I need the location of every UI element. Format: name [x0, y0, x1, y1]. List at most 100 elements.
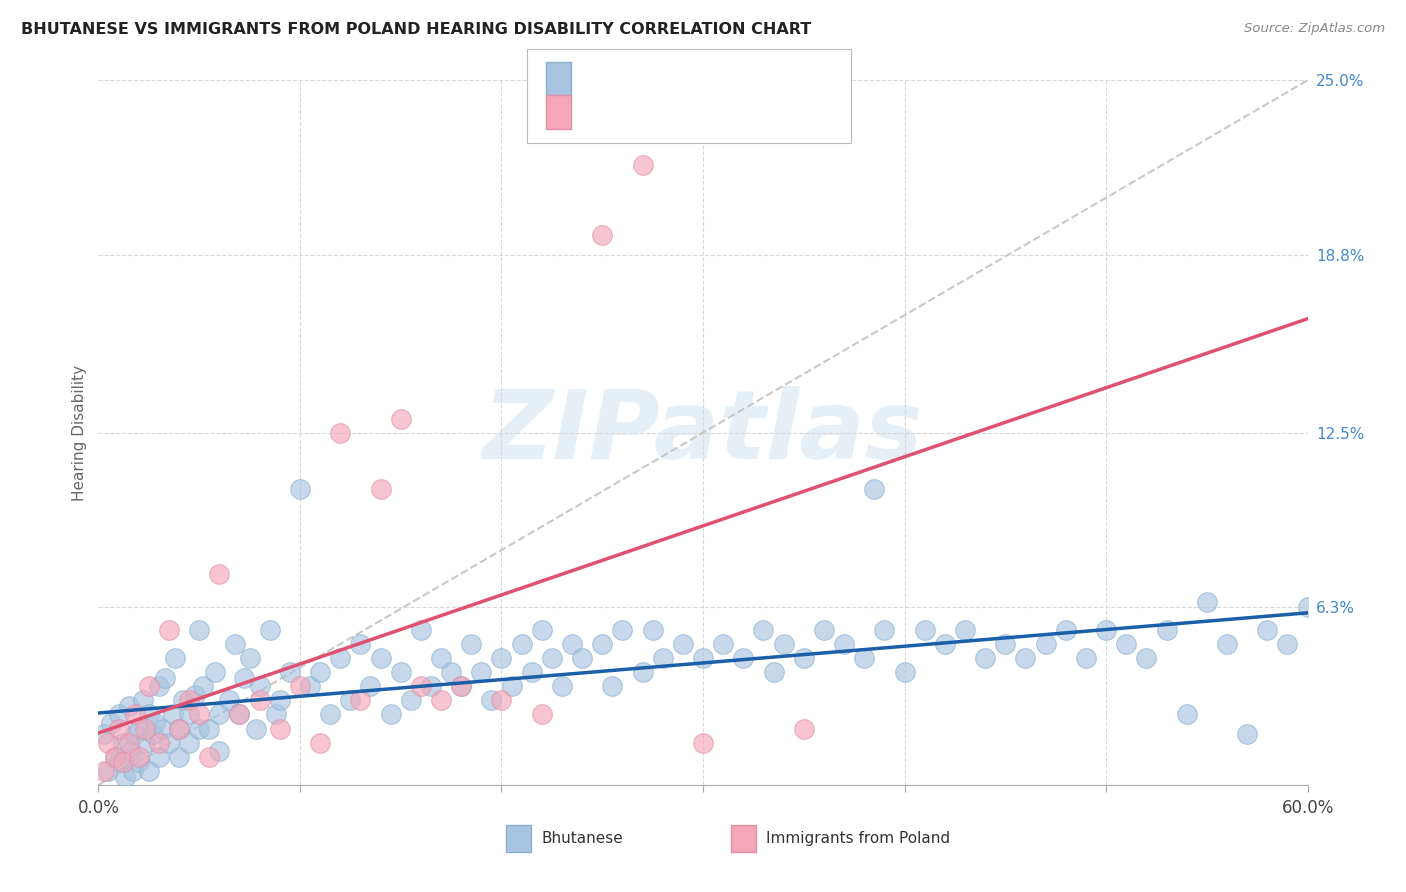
Point: [120, 744, 142, 758]
Point: [692, 736, 714, 750]
Text: Bhutanese: Bhutanese: [541, 831, 623, 846]
Point: [1236, 727, 1258, 741]
Point: [873, 623, 896, 637]
Point: [148, 679, 170, 693]
Point: [132, 693, 155, 707]
Point: [269, 693, 291, 707]
Text: Source: ZipAtlas.com: Source: ZipAtlas.com: [1244, 22, 1385, 36]
Point: [1035, 637, 1057, 651]
Point: [510, 637, 533, 651]
Text: N =: N =: [672, 71, 706, 86]
Point: [111, 756, 134, 770]
Text: 0.313: 0.313: [623, 71, 671, 86]
Point: [1175, 707, 1198, 722]
Point: [551, 679, 574, 693]
Point: [460, 637, 482, 651]
Point: [224, 637, 246, 651]
Point: [288, 679, 311, 693]
Point: [360, 679, 382, 693]
Point: [349, 637, 371, 651]
Text: R =: R =: [581, 105, 614, 120]
Point: [128, 749, 150, 764]
Point: [832, 637, 855, 651]
Point: [420, 679, 443, 693]
Point: [128, 722, 150, 736]
Point: [124, 707, 146, 722]
Point: [138, 707, 160, 722]
Point: [602, 679, 624, 693]
Point: [167, 722, 190, 736]
Point: [349, 693, 371, 707]
Point: [672, 637, 695, 651]
Point: [269, 722, 291, 736]
Point: [994, 637, 1017, 651]
Point: [179, 736, 201, 750]
Point: [339, 693, 361, 707]
Point: [111, 736, 134, 750]
Point: [163, 651, 186, 665]
Point: [264, 707, 287, 722]
Point: [118, 736, 141, 750]
Point: [1074, 651, 1097, 665]
Point: [1277, 637, 1299, 651]
Point: [249, 679, 271, 693]
Point: [631, 158, 654, 172]
Point: [450, 679, 472, 693]
Point: [204, 665, 226, 680]
Point: [107, 722, 129, 736]
Point: [97, 764, 120, 778]
Point: [208, 707, 231, 722]
Point: [772, 637, 794, 651]
Point: [571, 651, 593, 665]
Text: Immigrants from Poland: Immigrants from Poland: [766, 831, 950, 846]
Point: [128, 756, 150, 770]
Point: [651, 651, 673, 665]
Point: [1095, 623, 1118, 637]
Point: [853, 651, 876, 665]
Point: [752, 623, 775, 637]
Point: [193, 679, 215, 693]
Point: [389, 411, 412, 425]
Text: BHUTANESE VS IMMIGRANTS FROM POLAND HEARING DISABILITY CORRELATION CHART: BHUTANESE VS IMMIGRANTS FROM POLAND HEAR…: [21, 22, 811, 37]
Point: [793, 651, 815, 665]
Point: [591, 637, 613, 651]
Point: [188, 623, 211, 637]
Point: [114, 770, 136, 784]
Point: [138, 679, 160, 693]
Point: [97, 736, 120, 750]
Point: [103, 749, 125, 764]
Point: [409, 623, 432, 637]
Point: [259, 623, 281, 637]
Point: [239, 651, 262, 665]
Point: [118, 699, 141, 714]
Point: [198, 749, 221, 764]
Point: [1014, 651, 1036, 665]
Point: [228, 707, 250, 722]
Point: [530, 623, 553, 637]
Point: [143, 715, 166, 730]
Point: [1054, 623, 1077, 637]
Point: [430, 693, 453, 707]
Point: [319, 707, 342, 722]
Point: [157, 623, 180, 637]
Point: [370, 651, 392, 665]
Point: [157, 736, 180, 750]
Point: [179, 693, 201, 707]
Point: [793, 722, 815, 736]
Text: R =: R =: [581, 71, 614, 86]
Point: [162, 707, 184, 722]
Point: [93, 764, 115, 778]
Point: [380, 707, 402, 722]
Point: [893, 665, 915, 680]
Point: [1216, 637, 1239, 651]
Point: [399, 693, 422, 707]
Text: 110: 110: [711, 71, 742, 86]
Point: [692, 651, 714, 665]
Point: [914, 623, 936, 637]
Point: [450, 679, 472, 693]
Point: [208, 744, 231, 758]
Point: [540, 651, 562, 665]
Point: [612, 623, 634, 637]
Point: [1195, 595, 1218, 609]
Point: [631, 665, 654, 680]
